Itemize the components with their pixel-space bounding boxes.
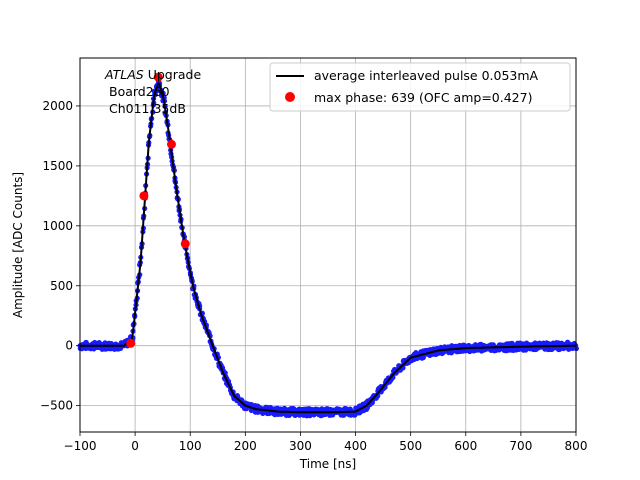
x-tick-label: 200 (234, 439, 257, 453)
x-tick-label: 800 (565, 439, 588, 453)
annotation-atlas: ATLAS (104, 67, 144, 82)
x-tick-label: 100 (179, 439, 202, 453)
legend-box (269, 62, 571, 112)
x-axis-ticks: −100 0 100 200 300 400 500 600 700 800 (64, 432, 588, 453)
x-axis-title: Time [ns] (299, 457, 356, 471)
annotation-line-3: Ch011 35dB (109, 101, 186, 116)
y-tick-label: 1500 (42, 159, 73, 173)
plot-frame (79, 57, 577, 433)
y-axis-title: Amplitude [ADC Counts] (11, 172, 25, 318)
y-tick-label: −500 (40, 399, 73, 413)
x-tick-label: 600 (454, 439, 477, 453)
y-axis-ticks: −500 0 500 1000 1500 2000 (40, 99, 80, 413)
max-phase-point (139, 191, 149, 201)
x-tick-label: 700 (509, 439, 532, 453)
x-tick-label: 300 (289, 439, 312, 453)
series-line-average-pulse (80, 82, 576, 414)
legend-marker-swatch (285, 92, 295, 102)
y-tick-label: 0 (65, 339, 73, 353)
annotation-block: ATLAS Upgrade Board260 Ch011 35dB (104, 67, 201, 116)
series-lines (80, 82, 576, 414)
x-tick-label: 400 (344, 439, 367, 453)
annotation-line-1: ATLAS Upgrade (104, 67, 201, 82)
x-tick-label: 500 (399, 439, 422, 453)
max-phase-point (126, 338, 136, 348)
legend-label-max-phase: max phase: 639 (OFC amp=0.427) (314, 90, 532, 105)
max-phase-point (180, 239, 190, 249)
legend: average interleaved pulse 0.053mA max ph… (269, 62, 571, 112)
annotation-upgrade: Upgrade (144, 67, 202, 82)
legend-label-average-pulse: average interleaved pulse 0.053mA (314, 68, 539, 83)
x-tick-label: 0 (131, 439, 139, 453)
x-tick-label: −100 (64, 439, 97, 453)
y-tick-label: 500 (50, 279, 73, 293)
y-tick-label: 1000 (42, 219, 73, 233)
max-phase-point (153, 72, 163, 82)
max-phase-point (166, 139, 176, 149)
max-phase-markers (126, 72, 190, 348)
y-tick-label: 2000 (42, 99, 73, 113)
annotation-line-2: Board260 (109, 84, 170, 99)
